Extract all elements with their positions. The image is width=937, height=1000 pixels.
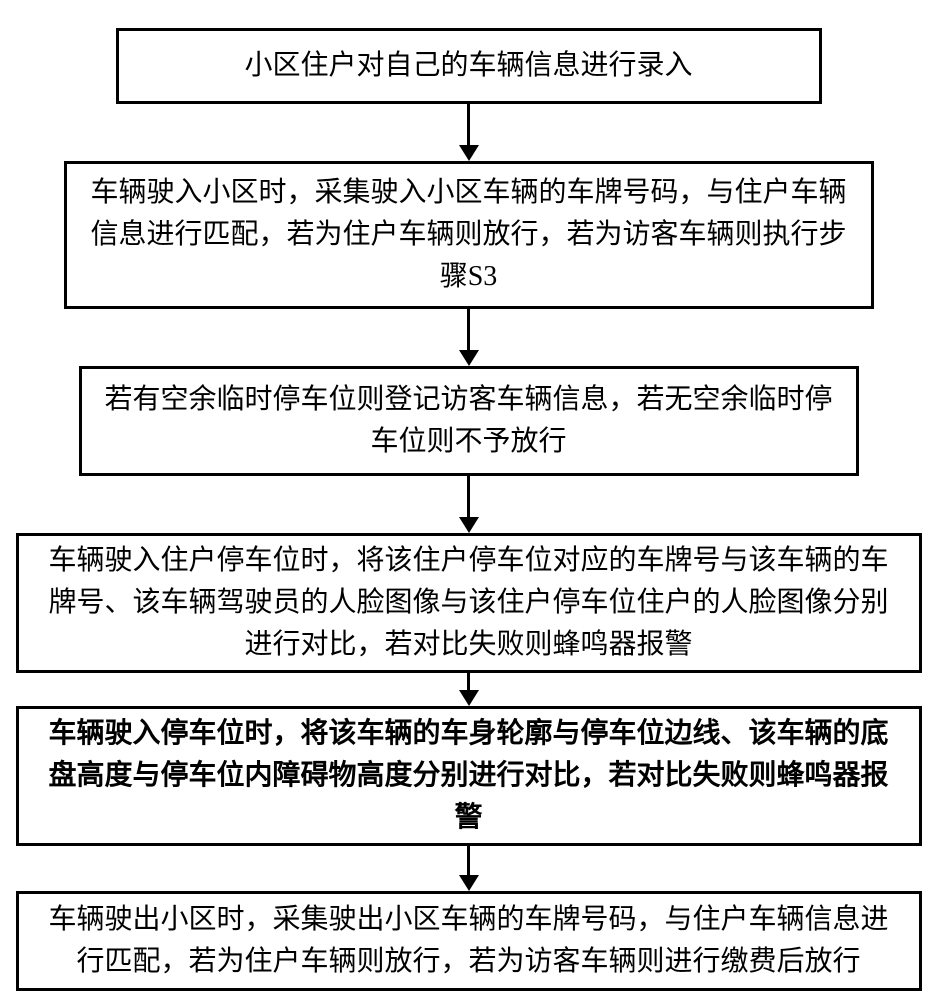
flow-node-s3: 若有空余临时停车位则登记访客车辆信息，若无空余临时停车位则不予放行 xyxy=(79,366,859,476)
flow-node-s6: 车辆驶出小区时，采集驶出小区车辆的车牌号码，与住户车辆信息进行匹配，若为住户车辆… xyxy=(16,891,922,991)
arrow-head-icon xyxy=(459,517,479,533)
flow-node-s5: 车辆驶入停车位时，将该车辆的车身轮廓与停车位边线、该车辆的底盘高度与停车位内障碍… xyxy=(16,706,922,846)
node-text: 若有空余临时停车位则登记访客车辆信息，若无空余临时停车位则不予放行 xyxy=(100,379,838,463)
flow-arrow xyxy=(459,846,479,891)
flow-arrow xyxy=(459,476,479,533)
flow-node-s4: 车辆驶入住户停车位时，将该住户停车位对应的车牌号与该车辆的车牌号、该车辆驾驶员的… xyxy=(16,533,922,673)
flowchart-container: 小区住户对自己的车辆信息进行录入 车辆驶入小区时，采集驶入小区车辆的车牌号码，与… xyxy=(0,28,937,991)
flow-arrow xyxy=(459,309,479,366)
node-text: 车辆驶入小区时，采集驶入小区车辆的车牌号码，与住户车辆信息进行匹配，若为住户车辆… xyxy=(85,172,853,298)
flow-arrow xyxy=(459,104,479,161)
arrow-line xyxy=(467,309,470,351)
node-text: 小区住户对自己的车辆信息进行录入 xyxy=(244,45,692,87)
arrow-line xyxy=(467,846,470,876)
flow-node-s2: 车辆驶入小区时，采集驶入小区车辆的车牌号码，与住户车辆信息进行匹配，若为住户车辆… xyxy=(64,161,874,309)
arrow-head-icon xyxy=(459,350,479,366)
node-text: 车辆驶出小区时，采集驶出小区车辆的车牌号码，与住户车辆信息进行匹配，若为住户车辆… xyxy=(37,899,901,983)
arrow-head-icon xyxy=(459,875,479,891)
arrow-head-icon xyxy=(459,690,479,706)
node-text: 车辆驶入住户停车位时，将该住户停车位对应的车牌号与该车辆的车牌号、该车辆驾驶员的… xyxy=(37,540,901,666)
arrow-head-icon xyxy=(459,145,479,161)
arrow-line xyxy=(467,476,470,518)
flow-node-s1: 小区住户对自己的车辆信息进行录入 xyxy=(116,28,822,104)
arrow-line xyxy=(467,673,470,691)
node-text: 车辆驶入停车位时，将该车辆的车身轮廓与停车位边线、该车辆的底盘高度与停车位内障碍… xyxy=(37,713,901,839)
arrow-line xyxy=(467,104,470,146)
flow-arrow xyxy=(459,673,479,706)
